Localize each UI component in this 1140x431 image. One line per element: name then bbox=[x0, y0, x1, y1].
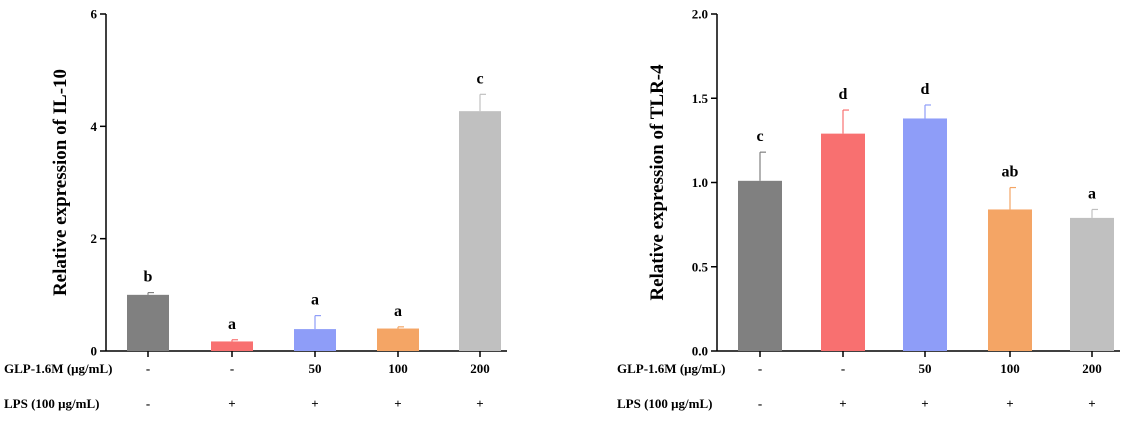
bar bbox=[211, 341, 253, 351]
y-tick-label: 6 bbox=[91, 7, 98, 22]
condition-row-label: LPS (100 μg/mL) bbox=[4, 396, 99, 411]
bar bbox=[821, 133, 865, 351]
condition-value: 50 bbox=[919, 361, 932, 376]
y-tick-label: 0.5 bbox=[692, 259, 709, 274]
condition-value: - bbox=[230, 361, 234, 376]
condition-value: + bbox=[394, 396, 401, 411]
bar bbox=[377, 328, 419, 351]
bar bbox=[294, 329, 336, 351]
condition-value: 200 bbox=[1082, 361, 1102, 376]
bar bbox=[738, 180, 782, 351]
condition-value: - bbox=[758, 361, 762, 376]
y-tick-label: 1.5 bbox=[692, 91, 709, 106]
significance-label: b bbox=[144, 269, 153, 286]
condition-value: + bbox=[228, 396, 235, 411]
condition-value: 100 bbox=[1000, 361, 1020, 376]
condition-value: 100 bbox=[388, 361, 408, 376]
il10-chart-panel: Relative expression of IL-10 0 2 4 6 b a a a c GLP… bbox=[4, 7, 507, 411]
significance-label: c bbox=[756, 128, 763, 145]
bar bbox=[988, 209, 1032, 351]
condition-value: + bbox=[1088, 396, 1095, 411]
condition-value: - bbox=[146, 361, 150, 376]
bar bbox=[903, 118, 947, 351]
condition-value: - bbox=[841, 361, 845, 376]
condition-value: + bbox=[921, 396, 928, 411]
condition-row-label: GLP-1.6M (μg/mL) bbox=[4, 361, 112, 376]
bar bbox=[127, 294, 169, 351]
y-tick-label: 0 bbox=[91, 344, 98, 359]
y-tick-label: 2.0 bbox=[692, 7, 708, 22]
condition-value: - bbox=[146, 396, 150, 411]
significance-label: a bbox=[394, 303, 402, 320]
significance-label: c bbox=[476, 70, 483, 87]
y-tick-label: 2 bbox=[91, 231, 98, 246]
condition-value: 50 bbox=[309, 361, 322, 376]
significance-label: a bbox=[228, 316, 236, 333]
significance-label: d bbox=[921, 81, 930, 98]
condition-value: + bbox=[476, 396, 483, 411]
condition-row-label: LPS (100 μg/mL) bbox=[617, 396, 712, 411]
bar bbox=[1070, 217, 1114, 351]
significance-label: a bbox=[1088, 185, 1096, 202]
y-tick-label: 0.0 bbox=[692, 344, 708, 359]
y-tick-label: 4 bbox=[91, 119, 98, 134]
bar bbox=[459, 111, 501, 351]
significance-label: ab bbox=[1002, 164, 1019, 181]
significance-label: d bbox=[839, 86, 848, 103]
tlr4-chart-panel: Relative expression of TLR-4 0.0 0.5 1.0 1.5… bbox=[617, 7, 1120, 411]
y-axis-title: Relative expression of TLR-4 bbox=[647, 64, 668, 301]
condition-value: - bbox=[758, 396, 762, 411]
y-axis-title: Relative expression of IL-10 bbox=[50, 69, 71, 296]
condition-value: + bbox=[839, 396, 846, 411]
condition-value: 200 bbox=[470, 361, 490, 376]
significance-label: a bbox=[311, 292, 319, 309]
condition-row-label: GLP-1.6M (μg/mL) bbox=[617, 361, 725, 376]
condition-value: + bbox=[311, 396, 318, 411]
condition-value: + bbox=[1006, 396, 1013, 411]
y-tick-label: 1.0 bbox=[692, 175, 708, 190]
